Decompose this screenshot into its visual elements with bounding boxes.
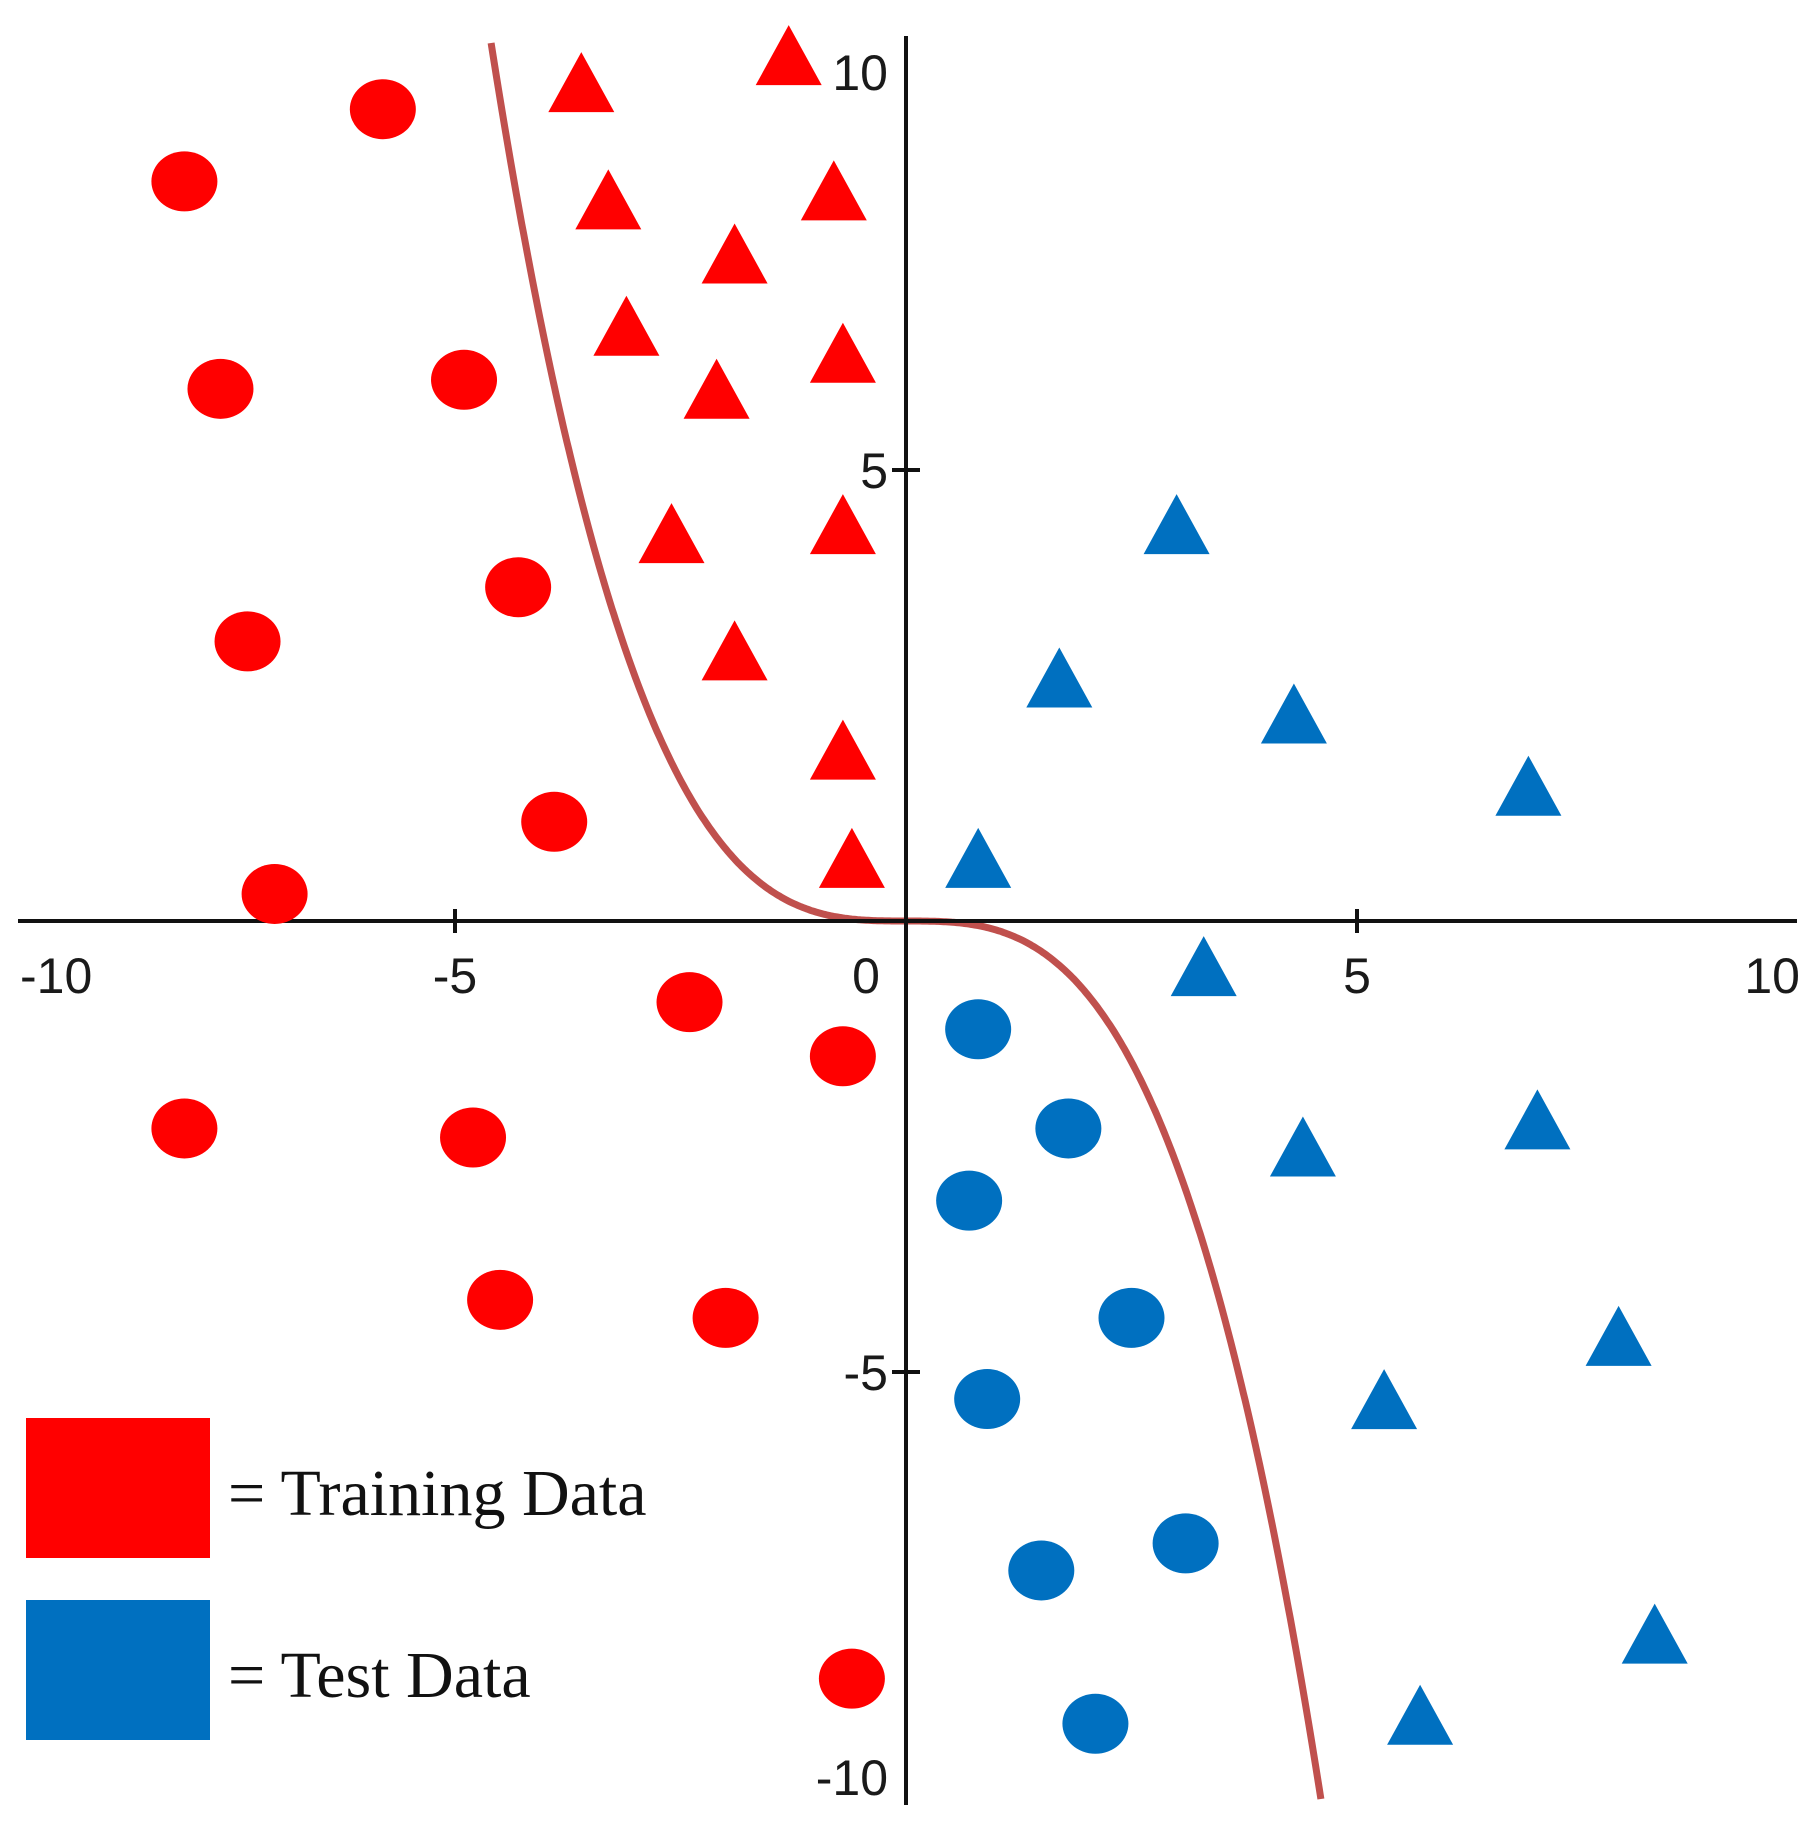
circle-point [431, 349, 498, 410]
y-tick-label: 5 [860, 443, 888, 499]
triangle-point [1260, 683, 1327, 744]
circle-point [1152, 1513, 1219, 1574]
x-tick-label: 10 [1744, 948, 1800, 1004]
triangle-point [1143, 494, 1210, 555]
legend-label-training: = Training Data [228, 1457, 647, 1530]
y-tick-label: -5 [844, 1345, 888, 1401]
circle-point [187, 358, 254, 419]
x-tick-label: 0 [852, 948, 880, 1004]
triangle-point [1504, 1089, 1571, 1150]
x-tick-label: 5 [1343, 948, 1371, 1004]
triangle-point [945, 827, 1012, 888]
triangle-point [1585, 1305, 1652, 1366]
axes: -10 -5 0 5 10 10 5 -5 -10 [18, 36, 1800, 1806]
circle-point [467, 1269, 534, 1330]
circle-point [151, 151, 218, 212]
triangle-point [809, 494, 876, 555]
points-layer [151, 25, 1688, 1754]
triangle-point [1495, 755, 1562, 816]
triangle-point [638, 503, 705, 564]
triangle-point [548, 52, 615, 113]
x-tick-label: -5 [433, 948, 477, 1004]
triangle-point [1026, 647, 1093, 708]
circle-point [1008, 1540, 1075, 1601]
legend-swatch-test [26, 1600, 210, 1740]
y-tick-label: -10 [816, 1750, 888, 1806]
circle-point [521, 791, 588, 852]
circle-point [440, 1107, 507, 1168]
triangle-point [800, 160, 867, 221]
triangle-point [683, 358, 750, 419]
circle-point [809, 1026, 876, 1087]
triangle-point [1387, 1684, 1454, 1745]
triangle-point [575, 169, 642, 230]
triangle-point [818, 827, 885, 888]
circle-point [656, 972, 723, 1033]
x-tick-label: -10 [20, 948, 92, 1004]
circle-point [214, 611, 281, 672]
triangle-point [593, 295, 660, 356]
triangle-point [1621, 1603, 1688, 1664]
circle-point [1098, 1287, 1165, 1348]
triangle-point [701, 620, 768, 681]
circle-point [692, 1287, 759, 1348]
circle-point [241, 863, 308, 924]
triangle-point [755, 25, 822, 86]
circle-point [954, 1369, 1021, 1430]
triangle-point [1170, 936, 1237, 997]
circle-point [1062, 1693, 1129, 1754]
legend-label-test: = Test Data [228, 1639, 531, 1712]
triangle-point [1351, 1369, 1418, 1430]
circle-point [818, 1648, 885, 1709]
circle-point [936, 1170, 1003, 1231]
circle-point [485, 557, 552, 618]
legend-swatch-training [26, 1418, 210, 1558]
y-ticks: 10 5 -5 -10 [816, 45, 920, 1806]
circle-point [1035, 1098, 1102, 1159]
triangle-point [701, 223, 768, 284]
circle-point [349, 79, 416, 140]
triangle-point [1269, 1116, 1336, 1177]
legend: = Training Data = Test Data [26, 1418, 647, 1740]
x-ticks: -10 -5 0 5 10 [20, 909, 1800, 1004]
triangle-point [809, 322, 876, 383]
circle-point [151, 1098, 218, 1159]
y-tick-label: 10 [832, 45, 888, 101]
circle-point [945, 999, 1012, 1060]
triangle-point [809, 719, 876, 780]
